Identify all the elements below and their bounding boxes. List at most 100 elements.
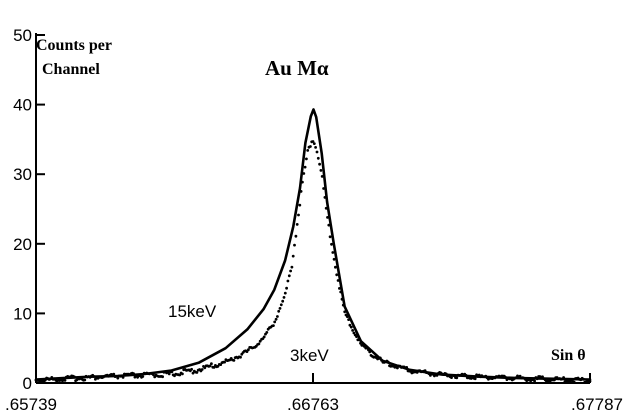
series-point xyxy=(273,320,277,324)
series-point xyxy=(294,234,298,238)
series-point xyxy=(232,359,236,362)
series-point xyxy=(367,348,370,352)
series-point xyxy=(450,376,453,379)
series-point xyxy=(167,372,171,376)
series-point xyxy=(34,378,38,382)
series-point xyxy=(316,156,320,160)
series-point xyxy=(349,325,353,329)
series-point xyxy=(315,150,319,154)
series-point xyxy=(132,372,136,375)
series-point xyxy=(297,213,300,217)
x-tick-label: .67787 xyxy=(571,395,623,414)
series-point xyxy=(83,378,87,382)
series-point xyxy=(326,216,329,219)
series-point xyxy=(200,368,204,371)
x-tick-label: .65739 xyxy=(5,395,57,414)
series-point xyxy=(359,341,362,345)
series-point xyxy=(312,142,316,146)
series-point xyxy=(343,310,347,314)
series-points-3keV xyxy=(34,140,592,384)
series-point xyxy=(357,338,361,342)
series-point xyxy=(287,274,291,278)
series-point xyxy=(562,376,565,379)
series-point xyxy=(178,373,182,377)
y-tick-label: 50 xyxy=(13,26,32,45)
y-axis-label-line1: Counts per xyxy=(36,37,112,54)
series-point xyxy=(190,367,194,371)
series-point xyxy=(219,363,223,366)
series-point xyxy=(341,303,345,307)
series-point xyxy=(203,366,207,370)
series-point xyxy=(289,269,292,273)
series-point xyxy=(283,291,287,295)
series-point xyxy=(170,370,174,374)
series-point xyxy=(336,279,340,282)
series-point xyxy=(181,372,184,376)
series-point xyxy=(533,379,536,383)
series-point xyxy=(331,251,335,254)
series-point xyxy=(444,372,448,376)
series-point xyxy=(299,190,303,193)
series-point xyxy=(324,206,328,210)
series-point xyxy=(368,350,372,354)
series-point xyxy=(309,145,312,148)
series-point xyxy=(112,372,116,376)
series-point xyxy=(553,378,556,382)
series-point xyxy=(116,376,120,380)
series-point xyxy=(334,265,337,269)
series-point xyxy=(352,331,356,335)
series-point xyxy=(572,380,576,384)
series-point xyxy=(272,324,275,327)
chart-title: Au Mα xyxy=(265,56,329,80)
series-point xyxy=(121,376,125,379)
series-point xyxy=(386,360,390,364)
series-point xyxy=(239,355,242,359)
series-point xyxy=(464,373,468,377)
y-tick-label: 10 xyxy=(13,304,32,323)
series-point xyxy=(335,273,339,277)
series-point xyxy=(295,223,299,226)
series-point xyxy=(223,360,227,364)
series-point xyxy=(320,175,324,178)
series-point xyxy=(72,375,76,379)
series-point xyxy=(405,366,409,369)
series-point xyxy=(265,331,269,334)
series-point xyxy=(298,203,302,207)
series-point xyxy=(435,374,439,377)
series-line-15keV xyxy=(34,108,592,381)
series-point xyxy=(347,318,350,321)
y-tick-label: 20 xyxy=(13,235,32,254)
series-point xyxy=(330,242,333,246)
x-axis-label: Sin θ xyxy=(551,347,586,364)
series-label-3kev: 3keV xyxy=(290,346,329,365)
series-point xyxy=(314,146,317,149)
series-point xyxy=(504,376,507,379)
series-point xyxy=(262,335,266,339)
series-point xyxy=(290,265,294,269)
series-point xyxy=(311,140,315,143)
series-label-15kev: 15keV xyxy=(168,302,217,321)
series-point xyxy=(152,373,155,377)
axes xyxy=(35,33,590,384)
series-point xyxy=(35,381,39,384)
series-point xyxy=(212,366,216,369)
y-axis-label-line2: Channel xyxy=(42,61,100,78)
series-point xyxy=(588,379,592,383)
series-point xyxy=(305,157,308,161)
series-point xyxy=(319,169,323,172)
series-point xyxy=(274,317,278,321)
series-point xyxy=(195,371,199,374)
series-point xyxy=(247,348,250,352)
series-point xyxy=(345,315,349,318)
series-point xyxy=(208,364,212,368)
series-point xyxy=(278,307,282,310)
series-point xyxy=(306,149,310,152)
series-point xyxy=(291,254,295,258)
series-point xyxy=(303,165,307,169)
series-point xyxy=(286,279,290,283)
series-point xyxy=(63,379,67,382)
series-point xyxy=(582,377,585,381)
y-tick-label: 30 xyxy=(13,165,32,184)
y-tick-label: 0 xyxy=(23,374,32,393)
